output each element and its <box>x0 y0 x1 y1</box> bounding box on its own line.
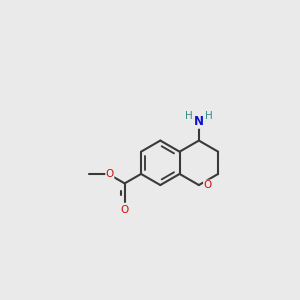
Text: H: H <box>205 111 212 121</box>
Text: N: N <box>194 115 204 128</box>
Text: O: O <box>106 169 114 179</box>
Text: O: O <box>121 205 129 214</box>
Text: H: H <box>185 111 193 121</box>
Text: O: O <box>203 180 212 190</box>
